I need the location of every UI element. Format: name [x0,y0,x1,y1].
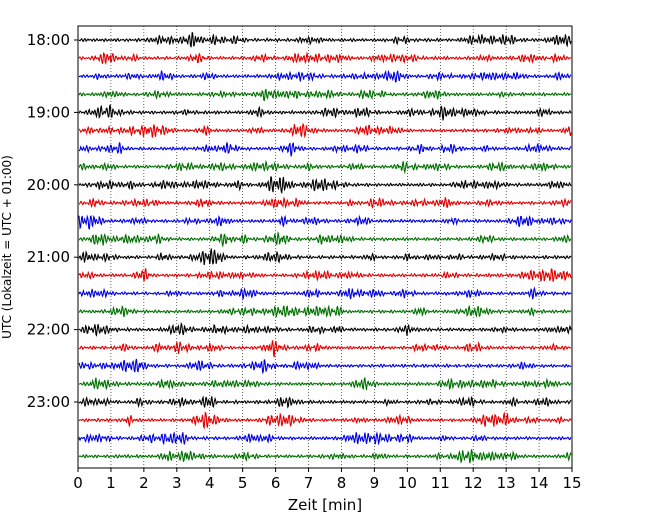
x-axis-label: Zeit [min] [288,496,362,514]
x-tick-label: 2 [139,474,149,492]
trace-2100 [78,248,572,266]
x-tick-label: 10 [398,474,417,492]
trace-2330 [78,431,572,446]
trace-2245 [78,377,572,391]
trace-1845 [78,88,572,102]
trace-1915 [78,122,572,139]
trace-2115 [78,268,572,282]
trace-2345 [78,449,572,464]
x-tick-label: 11 [431,474,450,492]
plot-frame [77,25,573,469]
trace-2200 [78,322,572,337]
x-tick-label: 1 [106,474,116,492]
y-tick-label: 18:00 [27,31,70,49]
trace-2315 [78,411,572,430]
x-tick-label: 8 [337,474,347,492]
trace-1800 [78,32,572,48]
trace-1945 [78,159,572,175]
trace-2145 [78,304,572,319]
x-tick-label: 4 [205,474,215,492]
x-tick-label: 3 [172,474,182,492]
y-axis-label: UTC (Lokalzeit = UTC + 01:00) [0,155,14,339]
x-axis-ticks: 0 1 2 3 4 5 6 7 8 9 10 11 12 13 14 15 [73,468,582,492]
x-tick-label: 13 [497,474,516,492]
seismic-traces [78,32,572,464]
y-tick-label: 23:00 [27,393,70,411]
y-tick-label: 22:00 [27,321,70,339]
trace-1815 [78,51,572,66]
trace-1830 [78,69,572,83]
x-tick-label: 15 [562,474,581,492]
y-tick-label: 21:00 [27,248,70,266]
trace-2030 [78,214,572,230]
trace-1900 [78,104,572,121]
trace-2000 [78,175,572,195]
x-tick-label: 9 [370,474,380,492]
y-tick-label: 19:00 [27,103,70,121]
trace-2230 [78,358,572,375]
x-tick-label: 7 [304,474,314,492]
trace-2015 [78,196,572,209]
x-tick-label: 14 [530,474,549,492]
trace-2300 [78,395,572,409]
y-axis-ticks: 18:00 19:00 20:00 21:00 22:00 23:00 [27,31,78,411]
trace-2215 [78,340,572,358]
x-tick-label: 12 [464,474,483,492]
trace-2130 [78,286,572,301]
x-tick-label: 5 [238,474,248,492]
y-tick-label: 20:00 [27,176,70,194]
x-tick-label: 6 [271,474,281,492]
trace-2045 [78,230,572,248]
x-tick-label: 0 [73,474,83,492]
trace-1930 [78,142,572,157]
